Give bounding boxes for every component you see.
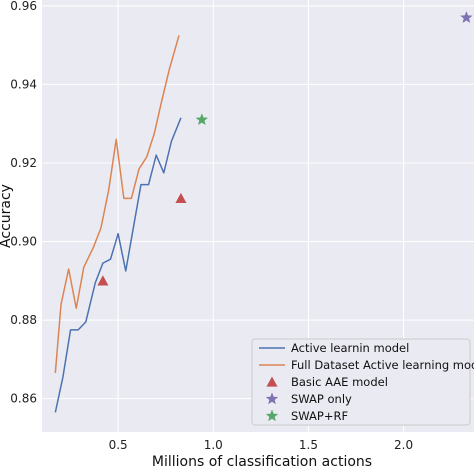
legend-label: Basic AAE model — [291, 375, 388, 389]
triangle-marker — [175, 192, 187, 204]
legend-label: SWAP+RF — [291, 409, 348, 423]
legend-label: SWAP only — [291, 392, 352, 406]
x-tick-label: 1.5 — [299, 438, 318, 452]
y-tick-label: 0.96 — [10, 0, 37, 13]
grid-lines — [42, 0, 474, 432]
star-marker — [195, 113, 209, 126]
legend-triangle-swatch — [266, 376, 278, 387]
tick-labels: 0.5 1.0 1.5 2.0 0.86 0.88 0.90 0.92 0.94 0.96 — [10, 0, 413, 452]
legend-star-swatch — [265, 409, 279, 422]
y-tick-label: 0.88 — [10, 313, 37, 327]
x-tick-label: 0.5 — [109, 438, 128, 452]
series-line-0 — [54, 117, 182, 413]
y-tick-label: 0.94 — [10, 77, 37, 91]
legend-label: Full Dataset Active learning model — [291, 358, 474, 372]
y-tick-label: 0.92 — [10, 156, 37, 170]
x-axis-label: Millions of classification actions — [152, 454, 372, 470]
y-tick-label: 0.90 — [10, 235, 37, 249]
y-tick-label: 0.86 — [10, 392, 37, 406]
y-axis-label: Accuracy — [0, 184, 14, 248]
legend-star-swatch — [265, 392, 279, 405]
legend-box — [251, 338, 471, 426]
legend-label: Active learnin model — [291, 341, 409, 355]
star-marker — [460, 11, 473, 23]
triangle-marker — [97, 275, 109, 286]
series-line-1 — [54, 35, 180, 374]
legend: Active learnin model Full Dataset Active … — [251, 338, 474, 426]
series-group — [54, 11, 473, 413]
x-tick-label: 2.0 — [394, 438, 413, 452]
x-tick-label: 1.0 — [204, 438, 223, 452]
